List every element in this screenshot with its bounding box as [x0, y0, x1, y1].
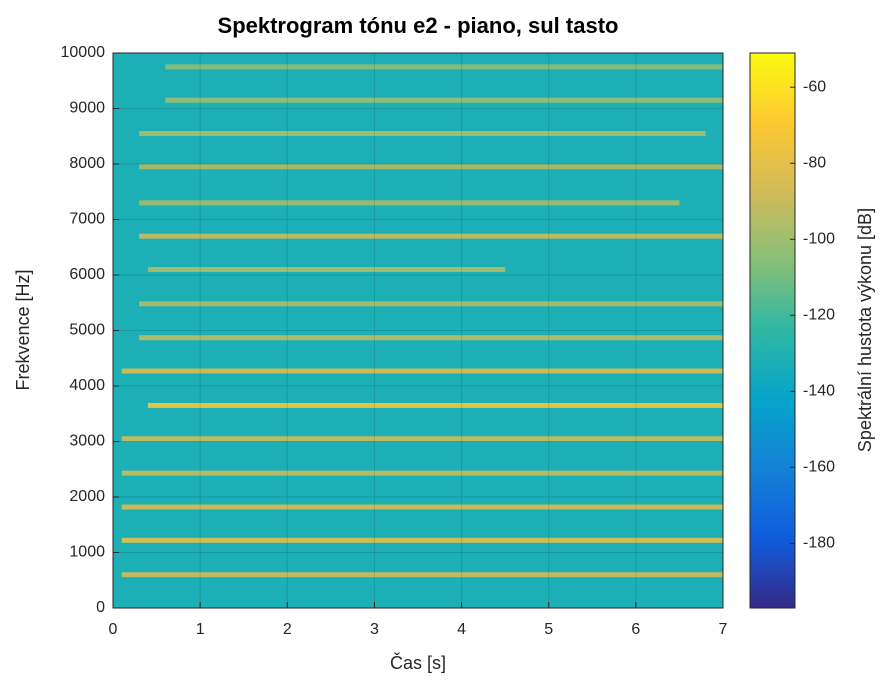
harmonic-band [139, 233, 724, 239]
x-tick-label: 6 [631, 621, 640, 638]
harmonic-band [139, 130, 706, 136]
colorbar-tick-label: -140 [803, 383, 835, 400]
harmonic-band [121, 537, 723, 543]
x-axis-label: Čas [s] [390, 652, 446, 673]
y-tick-label: 3000 [69, 433, 105, 450]
colorbar-tick-label: -80 [803, 154, 826, 171]
colorbar-tick-label: -180 [803, 535, 835, 552]
x-tick-label: 7 [719, 621, 728, 638]
harmonic-band [165, 97, 724, 103]
harmonic-band [121, 436, 723, 442]
y-tick-label: 1000 [69, 544, 105, 561]
harmonic-band [139, 200, 680, 206]
harmonic-band [139, 335, 724, 341]
colorbar-tick-label: -160 [803, 459, 835, 476]
colorbar-tick-label: -60 [803, 78, 826, 95]
chart-title: Spektrogram tónu e2 - piano, sul tasto [218, 13, 619, 38]
x-tick-label: 3 [370, 621, 379, 638]
x-tick-label: 5 [544, 621, 553, 638]
colorbar-label: Spektrální hustota výkonu [dB] [855, 208, 875, 452]
x-tick-label: 0 [109, 621, 118, 638]
colorbar [749, 52, 796, 609]
x-tick-label: 1 [196, 621, 205, 638]
y-tick-label: 9000 [69, 100, 105, 117]
harmonic-band [139, 164, 724, 170]
harmonic-band [139, 301, 724, 307]
y-tick-label: 8000 [69, 155, 105, 172]
y-tick-label: 4000 [69, 377, 105, 394]
y-axis-label: Frekvence [Hz] [13, 269, 33, 390]
harmonic-band [147, 402, 723, 408]
x-tick-label: 2 [283, 621, 292, 638]
y-tick-label: 6000 [69, 266, 105, 283]
y-tick-label: 2000 [69, 488, 105, 505]
y-tick-label: 5000 [69, 322, 105, 339]
y-tick-label: 0 [96, 599, 105, 616]
harmonic-band [121, 504, 723, 510]
colorbar-tick-label: -100 [803, 230, 835, 247]
harmonic-band [147, 266, 506, 272]
plot-frame [112, 52, 724, 609]
harmonic-band [121, 368, 723, 374]
x-tick-label: 4 [457, 621, 466, 638]
harmonic-band [121, 572, 723, 578]
harmonic-band [121, 470, 723, 476]
y-tick-label: 10000 [61, 44, 106, 61]
y-tick-label: 7000 [69, 211, 105, 228]
harmonic-band [165, 64, 724, 70]
colorbar-tick-label: -120 [803, 307, 835, 324]
spectrogram-background [113, 53, 723, 608]
